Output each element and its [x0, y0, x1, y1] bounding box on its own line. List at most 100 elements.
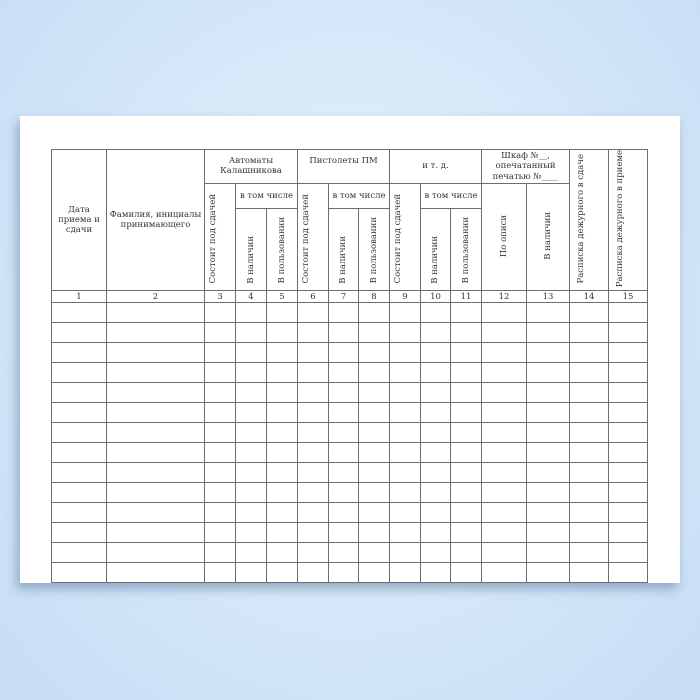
empty-cell[interactable] [420, 382, 451, 404]
empty-cell[interactable] [481, 522, 527, 544]
empty-cell[interactable] [106, 342, 205, 364]
empty-cell[interactable] [235, 542, 267, 564]
empty-cell[interactable] [389, 562, 421, 584]
empty-cell[interactable] [420, 482, 451, 504]
empty-cell[interactable] [266, 382, 298, 404]
empty-cell[interactable] [266, 562, 298, 584]
empty-cell[interactable] [358, 542, 390, 564]
empty-cell[interactable] [420, 562, 451, 584]
empty-cell[interactable] [204, 422, 236, 444]
empty-cell[interactable] [358, 362, 390, 384]
empty-cell[interactable] [569, 402, 609, 424]
empty-cell[interactable] [297, 482, 329, 504]
empty-cell[interactable] [358, 522, 390, 544]
empty-cell[interactable] [569, 362, 609, 384]
empty-cell[interactable] [569, 522, 609, 544]
empty-cell[interactable] [51, 302, 107, 324]
empty-cell[interactable] [328, 322, 359, 344]
empty-cell[interactable] [51, 362, 107, 384]
empty-cell[interactable] [106, 562, 205, 584]
empty-cell[interactable] [389, 482, 421, 504]
empty-cell[interactable] [266, 542, 298, 564]
empty-cell[interactable] [569, 322, 609, 344]
empty-cell[interactable] [266, 402, 298, 424]
empty-cell[interactable] [358, 462, 390, 484]
empty-cell[interactable] [420, 462, 451, 484]
empty-cell[interactable] [481, 382, 527, 404]
empty-cell[interactable] [608, 522, 648, 544]
empty-cell[interactable] [328, 462, 359, 484]
empty-cell[interactable] [450, 302, 482, 324]
empty-cell[interactable] [526, 462, 570, 484]
empty-cell[interactable] [358, 302, 390, 324]
empty-cell[interactable] [266, 502, 298, 524]
empty-cell[interactable] [328, 482, 359, 504]
empty-cell[interactable] [106, 362, 205, 384]
empty-cell[interactable] [526, 442, 570, 464]
empty-cell[interactable] [450, 522, 482, 544]
empty-cell[interactable] [569, 442, 609, 464]
empty-cell[interactable] [481, 342, 527, 364]
empty-cell[interactable] [608, 302, 648, 324]
empty-cell[interactable] [51, 542, 107, 564]
empty-cell[interactable] [235, 482, 267, 504]
empty-cell[interactable] [481, 502, 527, 524]
empty-cell[interactable] [106, 482, 205, 504]
empty-cell[interactable] [297, 302, 329, 324]
empty-cell[interactable] [389, 382, 421, 404]
empty-cell[interactable] [608, 482, 648, 504]
empty-cell[interactable] [51, 342, 107, 364]
empty-cell[interactable] [569, 542, 609, 564]
empty-cell[interactable] [235, 342, 267, 364]
empty-cell[interactable] [481, 302, 527, 324]
empty-cell[interactable] [266, 462, 298, 484]
empty-cell[interactable] [106, 502, 205, 524]
empty-cell[interactable] [51, 562, 107, 584]
empty-cell[interactable] [328, 542, 359, 564]
empty-cell[interactable] [51, 402, 107, 424]
empty-cell[interactable] [608, 542, 648, 564]
empty-cell[interactable] [450, 322, 482, 344]
empty-cell[interactable] [266, 362, 298, 384]
empty-cell[interactable] [358, 342, 390, 364]
empty-cell[interactable] [204, 542, 236, 564]
empty-cell[interactable] [106, 382, 205, 404]
empty-cell[interactable] [481, 462, 527, 484]
empty-cell[interactable] [450, 422, 482, 444]
empty-cell[interactable] [297, 422, 329, 444]
empty-cell[interactable] [204, 322, 236, 344]
empty-cell[interactable] [297, 542, 329, 564]
empty-cell[interactable] [526, 362, 570, 384]
empty-cell[interactable] [235, 422, 267, 444]
empty-cell[interactable] [389, 342, 421, 364]
empty-cell[interactable] [106, 542, 205, 564]
empty-cell[interactable] [450, 562, 482, 584]
empty-cell[interactable] [328, 422, 359, 444]
empty-cell[interactable] [358, 402, 390, 424]
empty-cell[interactable] [204, 482, 236, 504]
empty-cell[interactable] [420, 502, 451, 524]
empty-cell[interactable] [608, 322, 648, 344]
empty-cell[interactable] [204, 362, 236, 384]
empty-cell[interactable] [358, 322, 390, 344]
empty-cell[interactable] [526, 342, 570, 364]
empty-cell[interactable] [51, 382, 107, 404]
empty-cell[interactable] [328, 302, 359, 324]
empty-cell[interactable] [481, 442, 527, 464]
empty-cell[interactable] [106, 422, 205, 444]
empty-cell[interactable] [526, 502, 570, 524]
empty-cell[interactable] [235, 362, 267, 384]
empty-cell[interactable] [297, 502, 329, 524]
empty-cell[interactable] [235, 402, 267, 424]
empty-cell[interactable] [420, 322, 451, 344]
empty-cell[interactable] [420, 522, 451, 544]
empty-cell[interactable] [420, 422, 451, 444]
empty-cell[interactable] [266, 342, 298, 364]
empty-cell[interactable] [328, 362, 359, 384]
empty-cell[interactable] [389, 502, 421, 524]
empty-cell[interactable] [328, 442, 359, 464]
empty-cell[interactable] [450, 502, 482, 524]
empty-cell[interactable] [420, 442, 451, 464]
empty-cell[interactable] [569, 502, 609, 524]
empty-cell[interactable] [608, 422, 648, 444]
